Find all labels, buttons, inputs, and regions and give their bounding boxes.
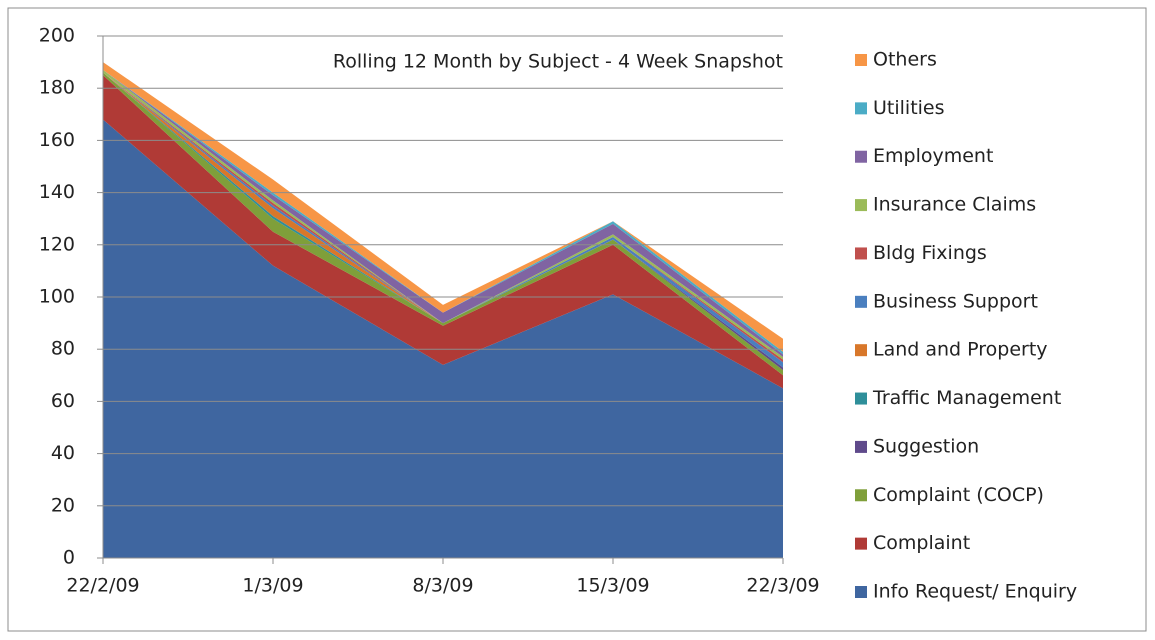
x-tick-label: 15/3/09 — [576, 575, 649, 597]
y-tick-label: 40 — [51, 442, 75, 464]
y-tick-label: 80 — [51, 338, 75, 360]
legend-swatch — [855, 295, 867, 308]
legend-swatch — [855, 199, 867, 212]
y-tick-label: 20 — [51, 494, 75, 516]
legend-swatch — [855, 440, 867, 453]
x-tick-label: 22/2/09 — [66, 575, 139, 597]
legend-swatch — [855, 537, 867, 550]
legend-label: Land and Property — [873, 339, 1048, 361]
legend-label: Others — [873, 49, 937, 71]
y-tick-label: 60 — [51, 390, 75, 412]
legend-label: Info Request/ Enquiry — [873, 581, 1077, 603]
x-tick-label: 1/3/09 — [242, 575, 303, 597]
legend-swatch — [855, 150, 867, 163]
legend-label: Complaint (COCP) — [873, 484, 1044, 506]
legend-label: Bldg Fixings — [873, 242, 987, 264]
legend-label: Utilities — [873, 97, 945, 119]
legend-swatch — [855, 586, 867, 598]
legend-label: Suggestion — [873, 435, 979, 457]
y-tick-label: 120 — [39, 233, 75, 255]
legend-label: Employment — [873, 145, 993, 167]
legend-swatch — [855, 54, 867, 66]
y-tick-label: 0 — [63, 547, 75, 569]
legend-swatch — [855, 102, 867, 115]
y-tick-label: 180 — [39, 77, 75, 99]
x-tick-label: 8/3/09 — [412, 575, 473, 597]
legend-label: Business Support — [873, 290, 1038, 312]
x-tick-label: 22/3/09 — [746, 575, 819, 597]
chart-title: Rolling 12 Month by Subject - 4 Week Sna… — [333, 51, 783, 73]
legend-label: Insurance Claims — [873, 194, 1036, 216]
legend-swatch — [855, 489, 867, 502]
y-tick-label: 140 — [39, 181, 75, 203]
legend-label: Traffic Management — [872, 387, 1061, 409]
legend-swatch — [855, 344, 867, 357]
legend-label: Complaint — [873, 532, 970, 554]
y-tick-label: 100 — [39, 286, 75, 308]
area — [103, 75, 783, 389]
y-tick-label: 200 — [39, 25, 75, 47]
legend-swatch — [855, 247, 867, 260]
legend-swatch — [855, 392, 867, 405]
area — [103, 119, 783, 559]
y-tick-label: 160 — [39, 129, 75, 151]
